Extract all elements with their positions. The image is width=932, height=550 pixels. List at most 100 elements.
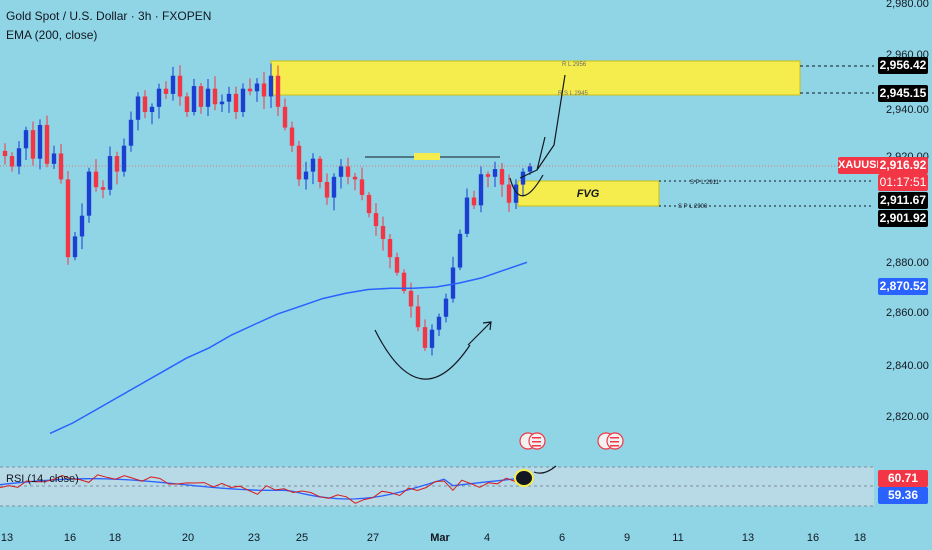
x-tick-mar: Mar — [430, 532, 450, 544]
x-tick-6: 6 — [559, 532, 565, 544]
candle — [261, 83, 267, 97]
candle — [135, 96, 141, 120]
rl-2956-label: R L 2956 — [562, 62, 587, 68]
y-tick-2880: 2,880.00 — [886, 257, 929, 269]
candle — [527, 166, 533, 172]
candle — [289, 127, 295, 146]
indicator-label[interactable]: EMA (200, close) — [6, 28, 98, 42]
candle — [359, 179, 365, 195]
chart-title: Gold Spot / U.S. Dollar · 3h · FXOPEN — [6, 9, 212, 23]
candle — [387, 239, 393, 258]
countdown-label: 01:17:51 — [878, 174, 928, 191]
x-tick-13b: 13 — [742, 532, 754, 544]
rsi-label: RSI (14, close) — [6, 473, 79, 485]
candle — [170, 75, 176, 94]
candle — [408, 290, 414, 307]
candle — [205, 88, 211, 107]
candle — [9, 156, 15, 167]
candle — [464, 197, 470, 234]
candle — [485, 174, 491, 177]
candle — [422, 327, 428, 348]
candle — [114, 156, 120, 172]
candle — [373, 213, 379, 227]
candle — [457, 233, 463, 268]
y-tick-2840: 2,840.00 — [886, 360, 929, 372]
candle — [128, 119, 134, 146]
resistance-zone — [270, 60, 801, 96]
fvg-label: FVG — [577, 188, 600, 200]
candle — [156, 88, 162, 107]
candle — [520, 171, 526, 185]
candle — [324, 181, 330, 198]
candle — [415, 306, 421, 328]
candle — [72, 236, 78, 258]
candle — [338, 166, 344, 177]
x-tick-18: 18 — [109, 532, 121, 544]
candle — [443, 298, 449, 317]
candle — [499, 169, 505, 185]
candles-group — [2, 63, 533, 356]
candle — [429, 329, 435, 348]
symbol-badge: XAUUSD — [838, 157, 884, 174]
x-tick-20: 20 — [182, 532, 194, 544]
rsi-line — [0, 474, 525, 504]
price-label-2945: 2,945.15 — [878, 85, 928, 102]
candle — [366, 194, 372, 214]
last-price-label: 2,916.92 — [878, 157, 928, 174]
event-flag-icon[interactable] — [597, 432, 624, 450]
y-tick-2940: 2,940.00 — [886, 104, 929, 116]
y-tick-2860: 2,860.00 — [886, 307, 929, 319]
candle — [163, 88, 169, 94]
candle — [149, 106, 155, 113]
candle — [58, 153, 64, 180]
cup-arrow — [467, 321, 492, 346]
candle — [268, 75, 274, 97]
candle — [394, 257, 400, 273]
candle — [107, 156, 113, 190]
candle — [352, 176, 358, 180]
candle — [247, 88, 253, 92]
rsi-band — [0, 467, 874, 506]
candle — [184, 96, 190, 113]
candle — [303, 171, 309, 180]
candle — [44, 124, 50, 164]
candle — [345, 166, 351, 177]
x-tick-16: 16 — [64, 532, 76, 544]
handle-curve — [509, 174, 544, 197]
candle — [296, 145, 302, 180]
event-flag-icon[interactable] — [519, 432, 546, 450]
candle — [331, 176, 337, 198]
x-tick-16b: 16 — [807, 532, 819, 544]
y-tick-2980: 2,980.00 — [886, 0, 929, 10]
candle — [450, 267, 456, 299]
rsi-projection — [533, 465, 557, 474]
rsl-2945-label: R S L 2945 — [558, 91, 588, 97]
cup-curve — [374, 329, 471, 380]
rsi-ma-value-label: 59.36 — [878, 487, 928, 504]
x-tick-4: 4 — [484, 532, 490, 544]
neckline-tag — [414, 153, 440, 160]
spl-2911-label: S P L 2911 — [690, 180, 720, 186]
candle — [317, 158, 323, 182]
candle — [506, 184, 512, 203]
rsi-marker — [514, 469, 534, 487]
candle — [219, 101, 225, 105]
fvg-zone — [517, 180, 660, 207]
candle — [436, 316, 442, 330]
x-tick-13: 13 — [1, 532, 13, 544]
price-label-2956: 2,956.42 — [878, 57, 928, 74]
candle — [65, 179, 71, 258]
candle — [142, 96, 148, 113]
ema-200-line — [49, 261, 528, 435]
candle — [478, 174, 484, 206]
candle — [212, 88, 218, 105]
spl-2900-label: S P L 2900 — [678, 204, 708, 210]
candle — [233, 93, 239, 113]
x-tick-18b: 18 — [854, 532, 866, 544]
time-axis[interactable] — [0, 525, 932, 550]
candle — [177, 75, 183, 97]
candle — [275, 75, 281, 107]
candle — [240, 88, 246, 113]
candle — [191, 86, 197, 113]
